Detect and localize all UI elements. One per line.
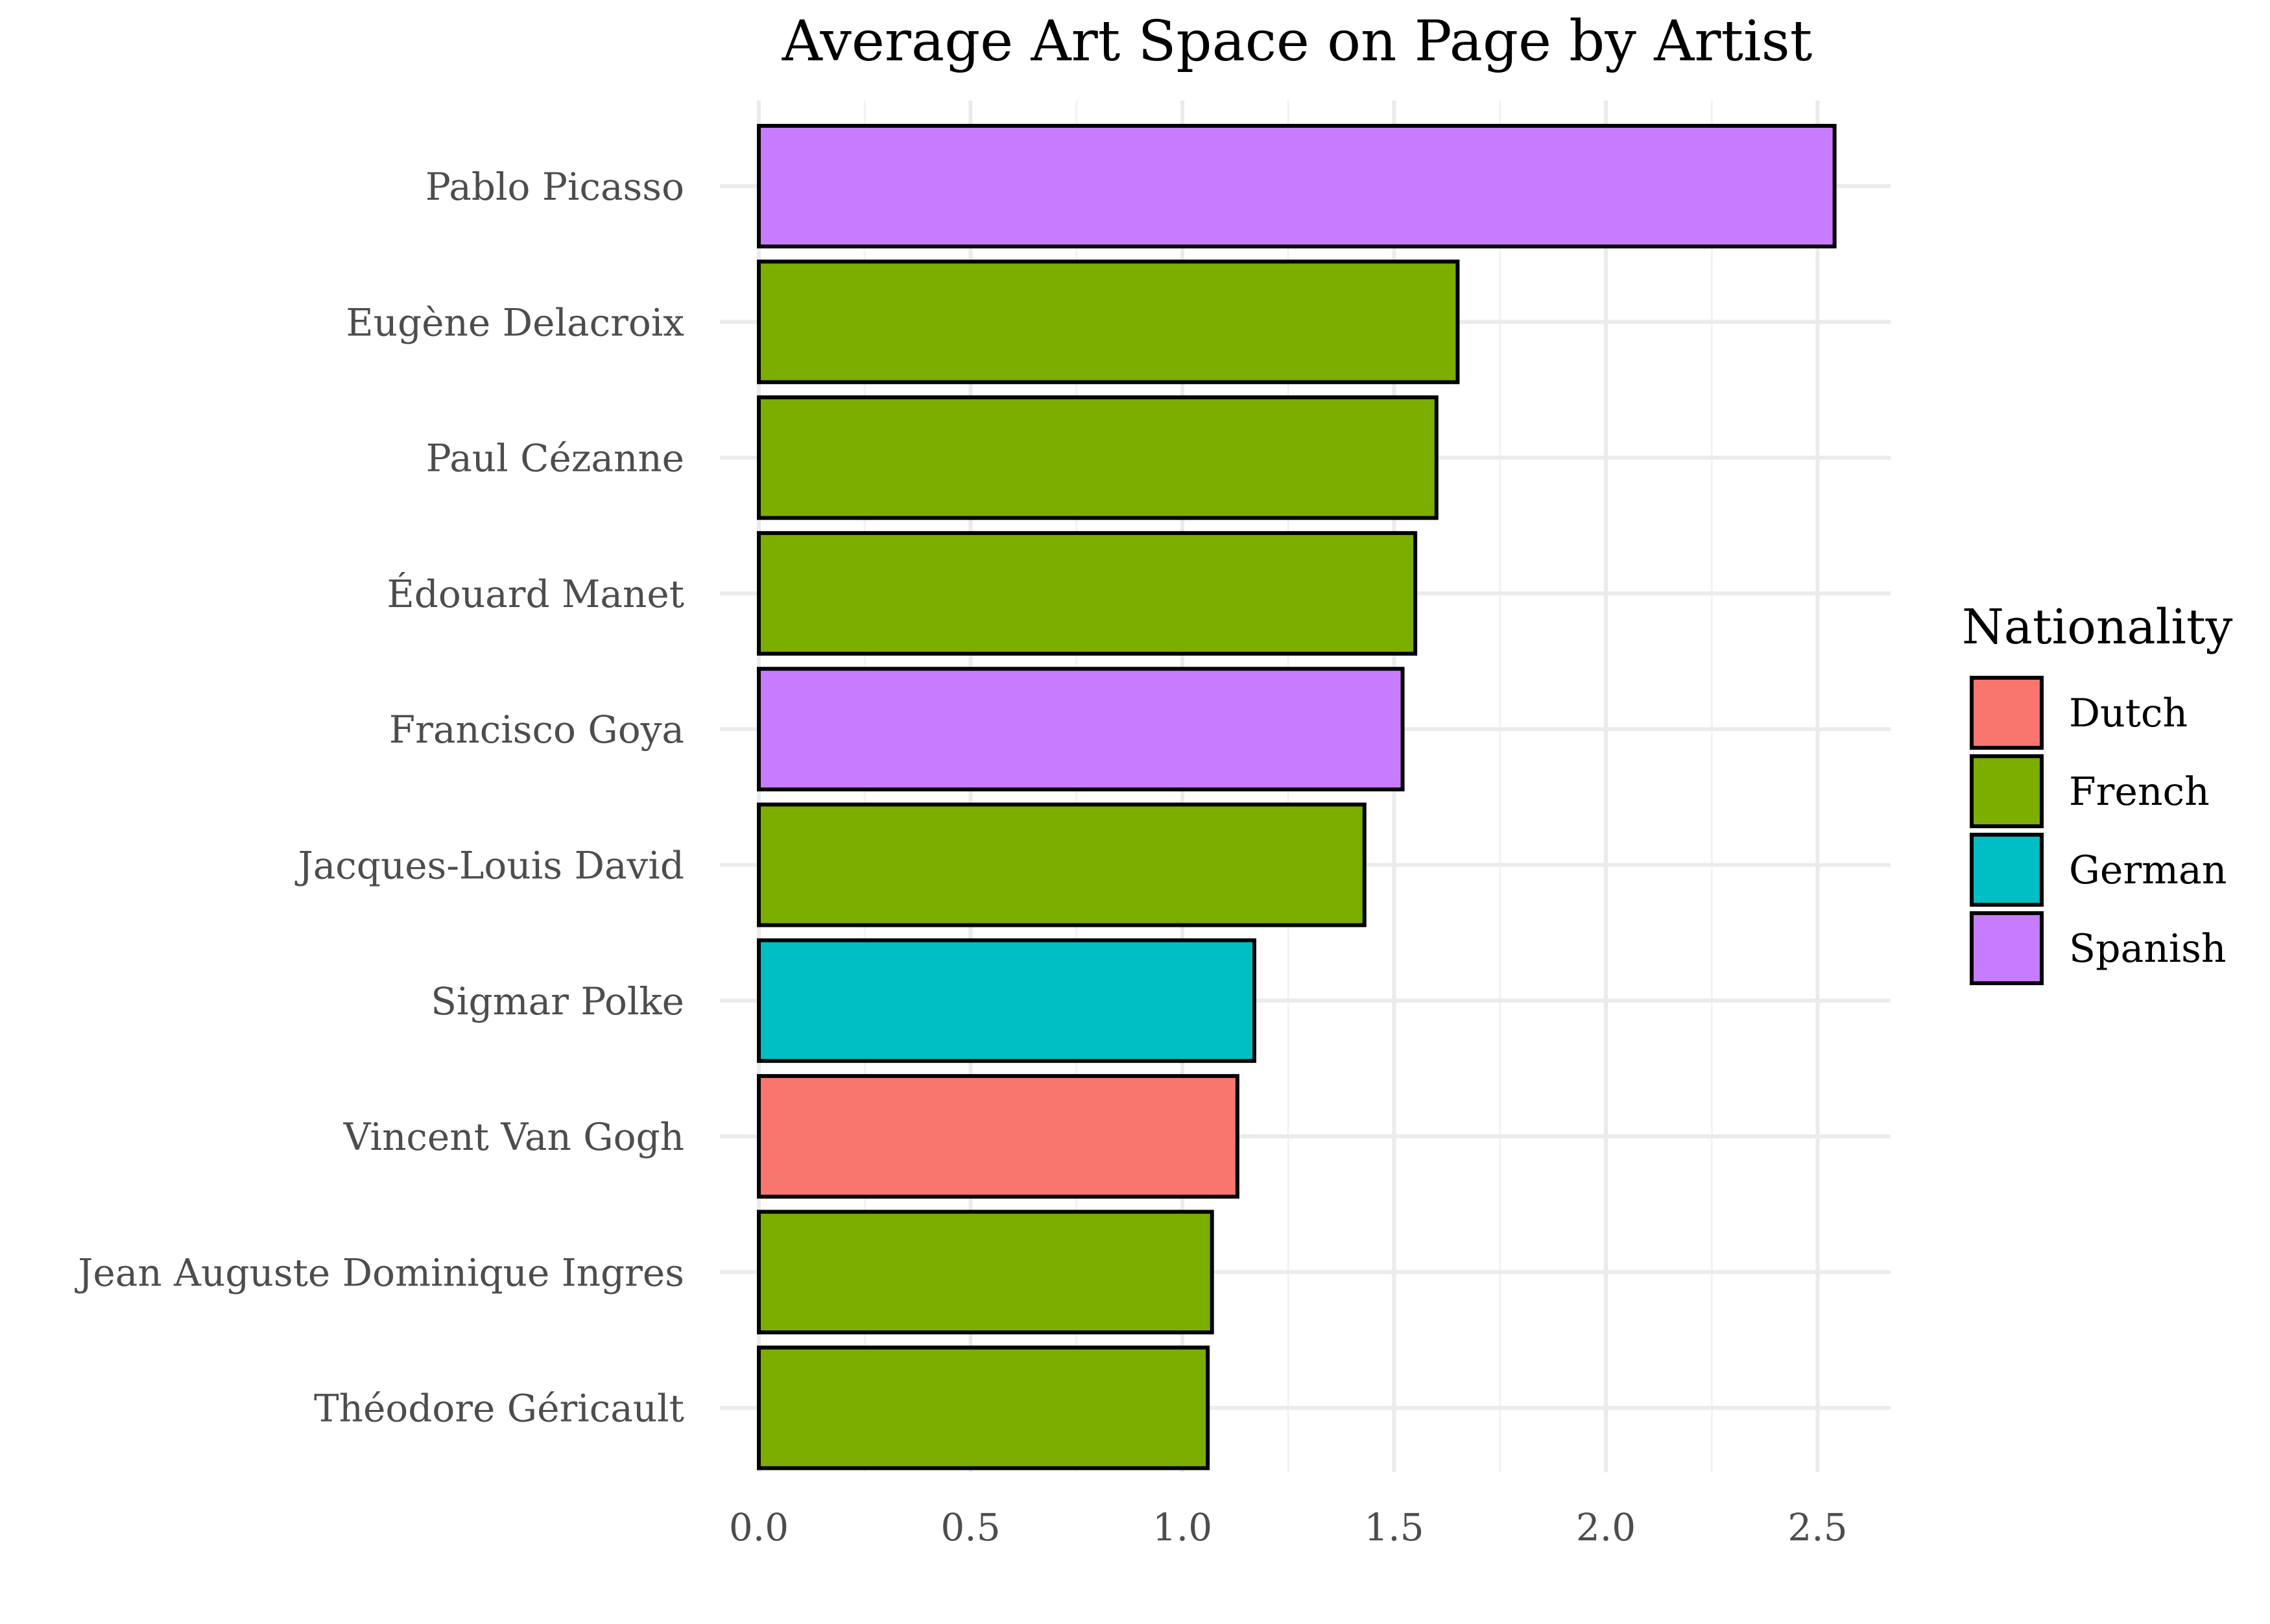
bar: [757, 395, 1439, 520]
legend-key: [1970, 833, 2044, 907]
bar: [757, 531, 1418, 656]
legend-label: Dutch: [2069, 691, 2188, 736]
legend-key: [1970, 754, 2044, 828]
y-tick-label: Jacques-Louis David: [294, 844, 684, 888]
x-tick-label: 1.0: [1153, 1505, 1212, 1549]
bars: [757, 124, 1837, 1470]
x-tick-label: 1.5: [1364, 1505, 1424, 1549]
y-tick-label: Vincent Van Gogh: [343, 1115, 684, 1159]
bar: [757, 938, 1257, 1063]
bar: [757, 259, 1460, 385]
y-tick-label: Paul Cézanne: [426, 436, 684, 481]
x-tick-label: 2.5: [1787, 1505, 1847, 1549]
y-axis-tick-labels: Pablo Picasso Eugène Delacroix Paul Cézann…: [75, 165, 684, 1431]
bar: [757, 1210, 1214, 1335]
legend-label: French: [2069, 769, 2210, 815]
x-tick-label: 0.5: [940, 1505, 1000, 1549]
y-tick-label: Édouard Manet: [387, 572, 684, 616]
bar: [757, 1345, 1210, 1470]
legend-label: Spanish: [2069, 926, 2227, 972]
x-axis-tick-labels: 0.0 0.5 1.0 1.5 2.0 2.5: [729, 1505, 1848, 1549]
y-tick-label: Francisco Goya: [389, 708, 684, 752]
legend-key: [1970, 676, 2044, 750]
legend-key: [1970, 911, 2044, 985]
legend: Nationality Dutch French German Spanish: [1962, 599, 2233, 985]
legend-title: Nationality: [1962, 599, 2233, 655]
chart-title: Average Art Space on Page by Artist: [782, 9, 1813, 74]
y-tick-label: Jean Auguste Dominique Ingres: [75, 1250, 684, 1295]
y-tick-label: Sigmar Polke: [431, 979, 684, 1023]
bar: [757, 124, 1837, 248]
y-tick-label: Théodore Géricault: [314, 1387, 684, 1431]
y-tick-label: Pablo Picasso: [425, 165, 684, 209]
x-tick-label: 0.0: [729, 1505, 789, 1549]
legend-label: German: [2069, 848, 2227, 893]
bar: [757, 1074, 1239, 1199]
y-tick-label: Eugène Delacroix: [346, 300, 684, 344]
x-tick-label: 2.0: [1576, 1505, 1636, 1549]
bar: [757, 802, 1367, 927]
bar: [757, 667, 1405, 792]
